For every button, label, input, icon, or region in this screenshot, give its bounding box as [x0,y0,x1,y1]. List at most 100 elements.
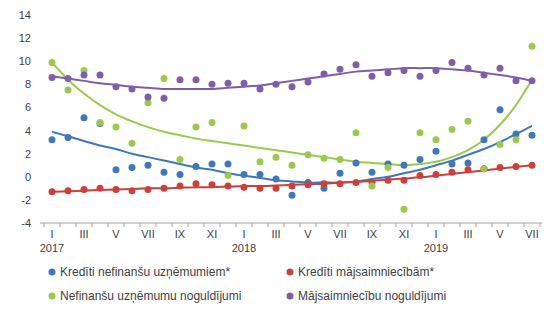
y-tick-label: 10 [19,55,31,67]
x-tick [380,223,381,227]
point [193,180,200,187]
point [225,161,232,168]
x-tick [460,223,461,227]
x-tick-label: I [50,228,53,240]
point [417,156,424,163]
point [401,177,408,184]
x-tick [476,223,477,227]
point [289,162,296,169]
x-axis [40,223,542,224]
point [225,172,232,179]
x-tick [396,223,397,227]
point [449,169,456,176]
legend-marker [49,293,56,300]
point [529,77,536,84]
point [513,77,520,84]
x-tick [172,223,173,227]
x-tick-label: III [463,228,472,240]
point [449,59,456,66]
x-tick [348,223,349,227]
point [161,75,168,82]
y-tick-label: 8 [25,78,31,90]
x-tick [300,223,301,227]
x-tick [108,223,109,227]
point [113,124,120,131]
point [145,94,152,101]
point [481,165,488,172]
x-tick [444,223,445,227]
point [113,166,120,173]
point [529,162,536,169]
point [49,59,56,66]
point [529,43,536,50]
point [81,114,88,121]
point [129,140,136,147]
point [129,164,136,171]
x-tick [428,223,429,227]
point [497,65,504,72]
point [401,67,408,74]
trend-line [52,165,532,192]
point [81,72,88,79]
x-tick [140,223,141,227]
point [353,159,360,166]
x-tick [284,223,285,227]
x-tick-label: V [496,228,504,240]
point [273,185,280,192]
y-tick-label: -4 [21,217,31,229]
x-tick-label: XI [207,228,217,240]
point [225,80,232,87]
point [449,126,456,133]
point [465,166,472,173]
x-tick [92,223,93,227]
year-label: 2017 [40,242,64,254]
point [241,122,248,129]
point [289,83,296,90]
point [497,106,504,113]
y-tick-label: 0 [25,171,31,183]
legend-label: Kredīti mājsaimniecībām* [298,265,434,279]
legend-marker [287,269,294,276]
x-tick [236,223,237,227]
x-tick-label: VII [141,228,154,240]
y-tick-label: 2 [25,148,31,160]
point [129,187,136,194]
point [353,179,360,186]
point [385,69,392,76]
point [465,118,472,125]
point [161,169,168,176]
point [321,155,328,162]
point [129,85,136,92]
point [161,95,168,102]
point [65,75,72,82]
point [193,163,200,170]
point [369,73,376,80]
point [241,171,248,178]
point [481,165,488,172]
point [113,186,120,193]
point [209,119,216,126]
x-tick [124,223,125,227]
x-tick [316,223,317,227]
point [529,132,536,139]
point [353,129,360,136]
point [241,80,248,87]
x-tick [188,223,189,227]
point [97,185,104,192]
point [401,206,408,213]
point [257,85,264,92]
point [465,159,472,166]
point [273,176,280,183]
point [337,156,344,163]
x-tick [412,223,413,227]
point [289,192,296,199]
y-tick-label: -2 [21,194,31,206]
x-tick [156,223,157,227]
y-tick-label: 12 [19,32,31,44]
point [433,67,440,74]
x-tick [508,223,509,227]
point [337,170,344,177]
point [337,66,344,73]
point [417,129,424,136]
x-tick [204,223,205,227]
